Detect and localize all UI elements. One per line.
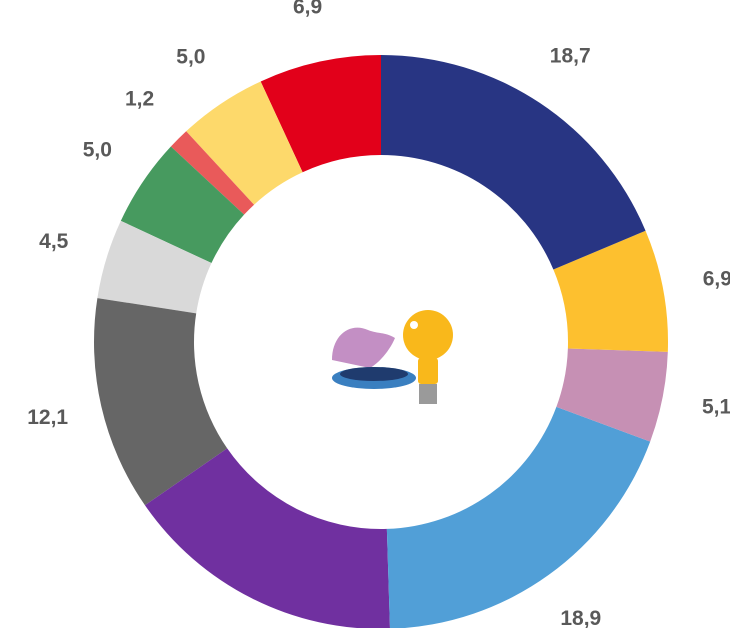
donut-segment: [386, 406, 651, 628]
data-label: 5,0: [176, 45, 205, 68]
donut-segment: [553, 230, 669, 352]
bulb: [403, 310, 453, 360]
donut-segment: [170, 131, 255, 215]
data-label: 5,0: [83, 139, 112, 162]
data-label: 18,9: [560, 607, 601, 628]
donut-segment: [556, 348, 668, 442]
donut-segment: [97, 220, 212, 314]
donut-segment: [186, 81, 303, 205]
donut-segment: [144, 448, 390, 628]
burner-top: [340, 367, 408, 381]
donut-segment: [381, 55, 646, 270]
data-label: 6,9: [703, 268, 730, 291]
data-label: 12,1: [27, 406, 68, 429]
data-label: 6,9: [293, 0, 322, 19]
donut-segment: [120, 146, 245, 264]
data-label: 1,2: [125, 87, 154, 110]
data-label: 4,5: [39, 230, 69, 253]
bulb-shine: [410, 321, 418, 329]
flame: [332, 327, 395, 368]
center-icon: [332, 310, 453, 404]
data-label: 5,1: [702, 396, 730, 419]
bulb-neck: [418, 358, 438, 384]
bulb-base: [419, 384, 437, 404]
donut-segment: [260, 55, 381, 173]
data-label: 18,7: [550, 45, 591, 68]
donut-segment: [93, 298, 228, 506]
